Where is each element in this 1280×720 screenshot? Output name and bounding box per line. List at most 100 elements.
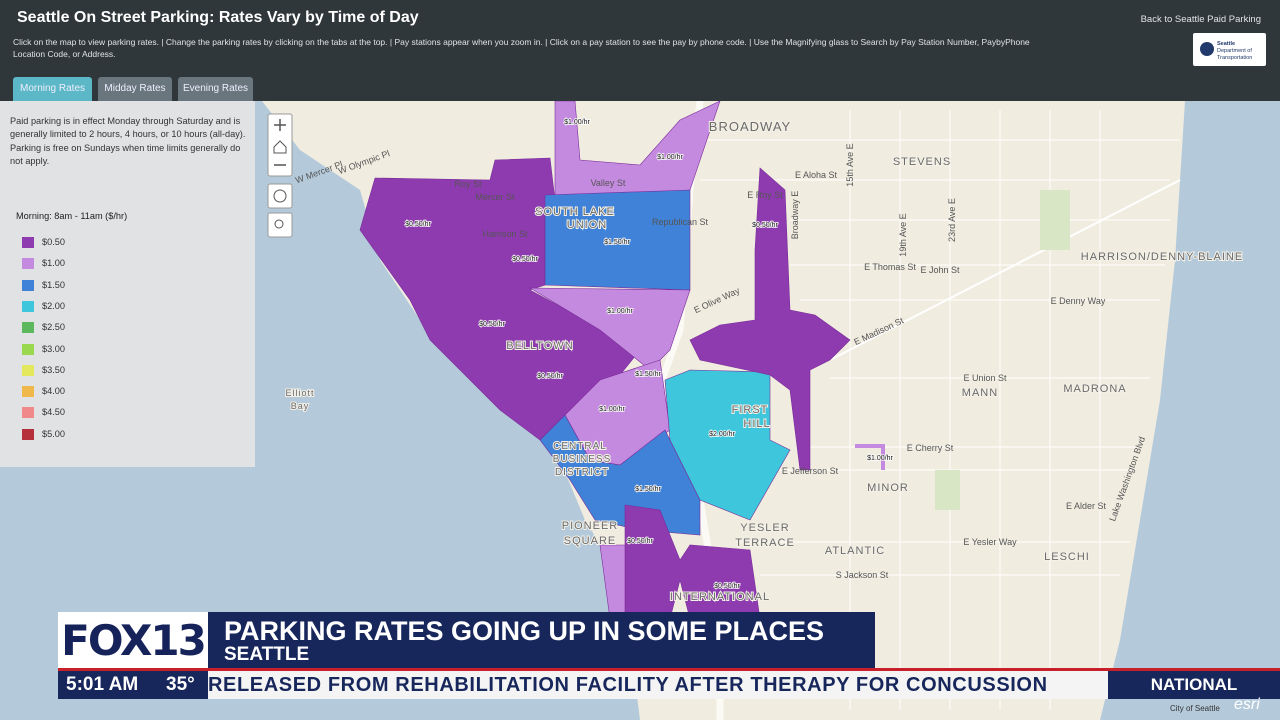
zone-2-00[interactable]: [664, 369, 791, 521]
street-label: E Aloha St: [795, 170, 838, 180]
locate-icon: [273, 189, 287, 203]
street-label: Harrison St: [482, 229, 528, 239]
neighborhood-label: Elliott: [285, 388, 314, 398]
zone-0-50[interactable]: [689, 167, 851, 471]
headline-bar: PARKING RATES GOING UP IN SOME PLACES SE…: [208, 612, 875, 670]
description: Paid parking is in effect Monday through…: [10, 116, 246, 167]
station-logo: FOX13: [58, 612, 208, 670]
legend-swatch: [22, 407, 34, 419]
locate-button[interactable]: [267, 183, 293, 209]
street-label: E Olive Way: [692, 285, 741, 315]
street-label: W Olympic Pl: [337, 148, 391, 176]
neighborhood-label: LESCHI: [1044, 551, 1090, 563]
legend-label: $1.00: [42, 258, 65, 269]
street-label: E Jefferson St: [782, 466, 839, 476]
legend-swatch: [22, 343, 34, 355]
zoom-controls[interactable]: [267, 113, 293, 177]
sdot-logo[interactable]: Seattle Department of Transportation: [1193, 33, 1266, 66]
tab[interactable]: Morning Rates: [13, 77, 92, 101]
neighborhood-label: SQUARE: [564, 535, 616, 547]
tab[interactable]: Midday Rates: [98, 77, 172, 101]
legend-label: $3.50: [42, 364, 65, 375]
map-credit: City of Seattle: [1170, 704, 1220, 713]
legend-title: Morning: 8am - 11am ($/hr): [16, 211, 128, 221]
sidebar: Paid parking is in effect Monday through…: [0, 101, 255, 467]
logo-text: Seattle: [1217, 41, 1236, 47]
zoom-icons: [274, 119, 286, 166]
neighborhood-label: BUSINESS: [553, 454, 612, 465]
rate-label: $0.50/hr: [537, 373, 563, 380]
madison-street: [829, 179, 1181, 361]
legend-swatch: [22, 322, 34, 334]
neighborhood-label: FIRST: [732, 404, 769, 416]
legend-swatch: [22, 258, 34, 270]
neighborhood-label: MINOR: [867, 482, 909, 494]
legend-label: $0.50: [42, 237, 65, 247]
street-label: 23rd Ave E: [947, 198, 957, 242]
neighborhood-label: ATLANTIC: [825, 545, 885, 557]
rate-label: $0.50/hr: [512, 256, 538, 263]
street-label: E Alder St: [1066, 501, 1107, 511]
rate-label: $1.50/hr: [604, 239, 630, 246]
legend-label: $1.50: [42, 279, 65, 290]
street-label: Broadway E: [790, 191, 800, 240]
neighborhood-label: YESLER: [740, 522, 789, 534]
map-controls: [267, 113, 293, 238]
neighborhood-label: BELLTOWN: [506, 340, 574, 352]
home-icon[interactable]: [273, 140, 287, 154]
rate-label: $0.50/hr: [714, 583, 740, 590]
rate-label: $2.00/hr: [709, 431, 735, 438]
neighborhood-label: HILL: [743, 418, 770, 430]
street-label: E Roy St: [747, 190, 783, 200]
time-temp: 5:01 AM 35°: [58, 671, 208, 699]
rate-label: $1.00/hr: [867, 455, 893, 462]
rate-label: $1.00/hr: [607, 308, 633, 315]
temperature: 35°: [166, 674, 195, 695]
rate-label: $0.50/hr: [405, 221, 431, 228]
street-label: Republican St: [652, 217, 709, 227]
legend-label: $2.50: [42, 322, 65, 333]
rate-zones: [359, 101, 885, 620]
street-label: E Union St: [963, 373, 1007, 383]
rate-label: $0.50/hr: [479, 321, 505, 328]
neighborhood-label: MANN: [962, 387, 998, 399]
legend-label: $5.00: [42, 428, 65, 439]
esri-logo: esri: [1234, 696, 1260, 713]
instructions: Location Code, or Address.: [13, 49, 116, 59]
rate-label: $0.50/hr: [752, 222, 778, 229]
street-label: Valley St: [591, 178, 626, 188]
neighborhood-label: INTERNATIONAL: [670, 591, 770, 603]
time: 5:01 AM: [66, 674, 139, 695]
neighborhood-label: SOUTH LAKE: [535, 206, 615, 218]
back-link[interactable]: Back to Seattle Paid Parking: [1140, 14, 1261, 25]
logo-mark: [1200, 42, 1214, 56]
neighborhood-label: TERRACE: [735, 537, 795, 549]
legend-swatch: [22, 300, 34, 312]
zone-1-00[interactable]: [855, 444, 885, 470]
search-button[interactable]: [267, 212, 293, 238]
street-label: Lake Washington Blvd: [1107, 435, 1147, 522]
legend-label: $2.00: [42, 300, 65, 311]
instructions: Click on the map to view parking rates. …: [13, 37, 1030, 47]
street-label: Mercer St: [475, 192, 515, 202]
tab[interactable]: Evening Rates: [178, 77, 253, 101]
street-label: E Madison St: [852, 315, 905, 347]
rate-label: $1.50/hr: [635, 371, 661, 378]
divider: [58, 668, 1280, 671]
legend-label: $4.00: [42, 386, 65, 397]
location: SEATTLE: [224, 644, 310, 665]
zone-1-00[interactable]: [554, 101, 721, 198]
street-label: 19th Ave E: [898, 213, 908, 256]
neighborhood-label: PIONEER: [562, 520, 619, 532]
legend-swatch: [22, 364, 34, 376]
legend-label: $4.50: [42, 407, 65, 418]
legend-swatch: [22, 386, 34, 398]
app-title: Seattle On Street Parking: Rates Vary by…: [17, 9, 419, 26]
street-label: E Thomas St: [864, 262, 916, 272]
street-label: E Denny Way: [1051, 296, 1106, 306]
rate-label: $0.50/hr: [627, 538, 653, 545]
search-icon: [274, 219, 284, 229]
neighborhood-label: STEVENS: [893, 156, 951, 168]
street-label: E Cherry St: [907, 443, 954, 453]
